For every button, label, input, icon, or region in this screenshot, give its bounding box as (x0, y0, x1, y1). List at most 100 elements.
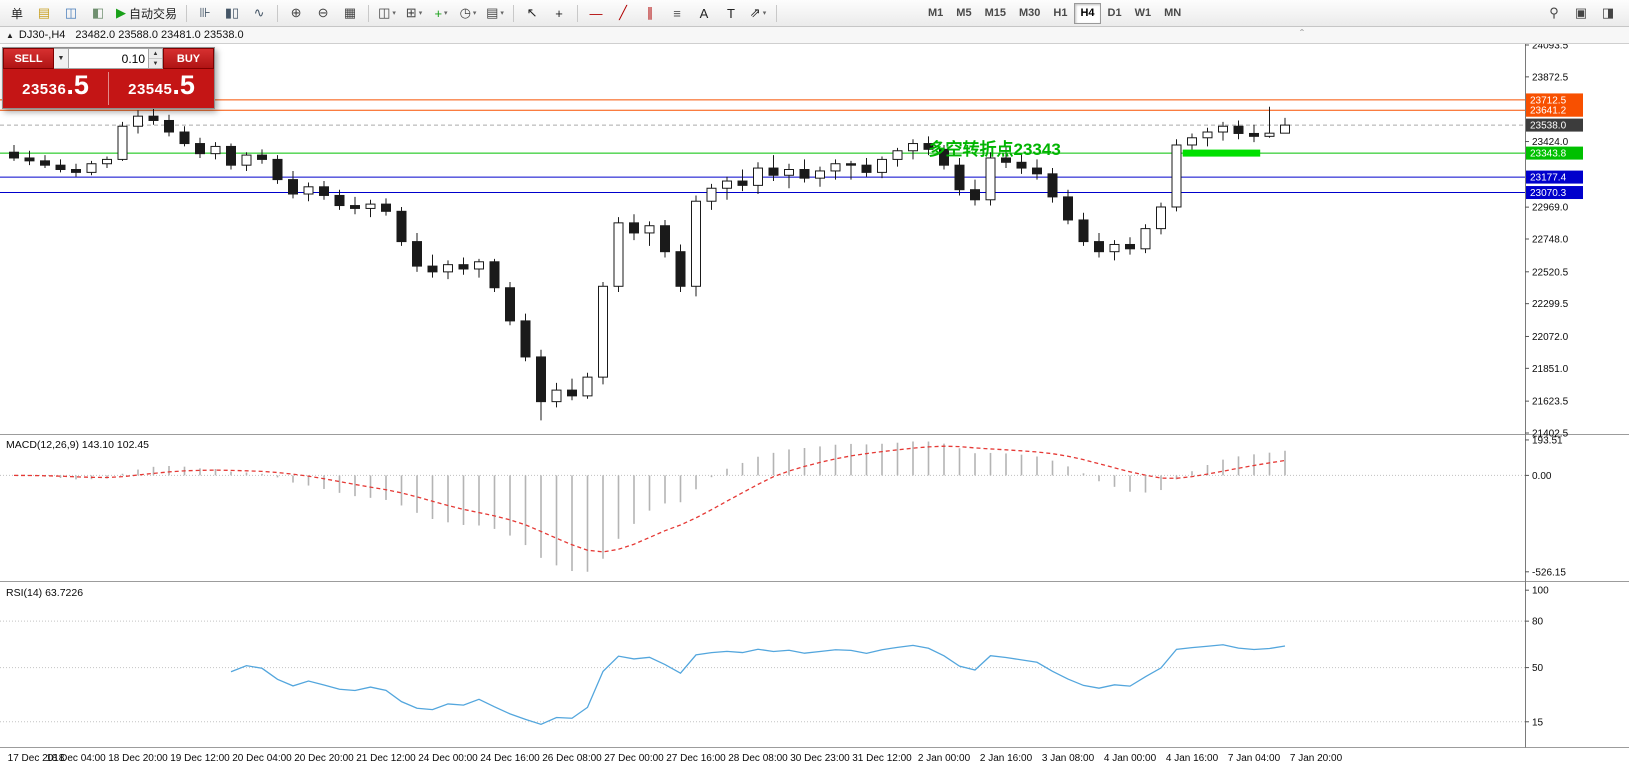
cascade-windows-dropdown-icon[interactable]: ▾ (418, 10, 423, 17)
svg-text:22520.5: 22520.5 (1532, 267, 1569, 278)
highlight-segment[interactable] (1182, 149, 1261, 157)
svg-text:17 Dec 2018: 17 Dec 2018 (8, 753, 65, 764)
chart-background (0, 44, 1629, 748)
new-order-icon: ▤ (37, 5, 51, 20)
svg-text:27 Dec 00:00: 27 Dec 00:00 (604, 753, 664, 764)
timeframe-d1-button[interactable]: D1 (1107, 7, 1122, 19)
svg-text:15: 15 (1532, 717, 1544, 728)
buy-price-button[interactable]: 23545 .5 (109, 69, 214, 108)
macd-label: MACD(12,26,9) 143.10 102.45 (6, 439, 149, 451)
tile-windows-button[interactable]: ▦ (337, 2, 363, 24)
periods-dropdown-icon[interactable]: ▾ (472, 10, 477, 17)
timeframe-w1-button[interactable]: W1 (1134, 7, 1152, 19)
templates-icon: ▤ (486, 5, 499, 20)
fibonacci-tool-icon: ≡ (673, 5, 681, 21)
cascade-windows-button[interactable]: ⊞ ▾ (401, 2, 427, 24)
profile-icon[interactable]: ◨ (1601, 5, 1615, 20)
channel-tool-button[interactable]: ∥ (637, 2, 663, 24)
line-chart-button[interactable]: ∿ (246, 2, 272, 24)
zoom-out-button[interactable]: ⊖ (310, 2, 336, 24)
svg-text:21402.5: 21402.5 (1532, 429, 1569, 440)
svg-text:0.00: 0.00 (1532, 471, 1552, 482)
label-tool-button[interactable]: T (718, 2, 744, 24)
periods-icon: ◷ (459, 5, 471, 20)
volume-input[interactable] (69, 49, 148, 68)
chart-title[interactable]: DJ30-,H4 (18, 29, 66, 41)
svg-text:23424.0: 23424.0 (1532, 137, 1569, 148)
shapes-tool-dropdown-icon[interactable]: ▾ (762, 10, 767, 17)
annotation-text[interactable]: 多空转折点23343 (929, 139, 1061, 159)
sell-price-button[interactable]: 23536 .5 (3, 69, 108, 108)
hline-tool-icon: — (589, 5, 603, 21)
autotrading-button-label: 自动交易 (129, 6, 178, 21)
chart-window-button[interactable]: ◫ (58, 2, 84, 24)
bar-chart-button[interactable]: ⊪ (192, 2, 218, 24)
zoom-in-button[interactable]: ⊕ (283, 2, 309, 24)
search-icon[interactable]: ⚲ (1549, 5, 1559, 20)
timeframe-mn-button[interactable]: MN (1164, 7, 1182, 19)
svg-text:-526.15: -526.15 (1532, 567, 1566, 578)
templates-button[interactable]: ▤ ▾ (482, 2, 508, 24)
volume-down-icon[interactable]: ▼ (149, 59, 162, 68)
svg-text:22969.0: 22969.0 (1532, 203, 1569, 214)
svg-text:28 Dec 08:00: 28 Dec 08:00 (728, 753, 788, 764)
timeframe-h1-button[interactable]: H1 (1053, 7, 1068, 19)
crosshair-button[interactable]: + (546, 2, 572, 24)
fibonacci-tool-button[interactable]: ≡ (664, 2, 690, 24)
market-watch-button[interactable]: ◧ (85, 2, 111, 24)
trendline-tool-button[interactable]: ╱ (610, 2, 636, 24)
sell-button[interactable]: SELL (3, 48, 54, 69)
timeframe-group: M1 M5 M15 M30 H1 H4 D1 W1 MN (922, 2, 1187, 24)
new-order-button[interactable]: ▤ (31, 2, 57, 24)
periods-button[interactable]: ◷ ▾ (455, 2, 481, 24)
chart-window-icon: ◫ (64, 5, 78, 20)
autotrading-button[interactable]: ▶ 自动交易 (112, 2, 181, 24)
svg-text:18 Dec 04:00: 18 Dec 04:00 (46, 753, 106, 764)
macd-signal-line (13, 445, 1286, 553)
timeframe-m1-button[interactable]: M1 (928, 7, 944, 19)
volume-dropdown-icon[interactable]: ▼ (54, 48, 69, 69)
market-watch-icon: ◧ (91, 5, 105, 20)
candlestick-button[interactable]: ▮▯ (219, 2, 245, 24)
arrange-windows-dropdown-icon[interactable]: ▾ (392, 10, 396, 17)
price-label-23070.3 (1526, 186, 1583, 200)
shapes-tool-button[interactable]: ⇗ ▾ (745, 2, 771, 24)
toolbar-right-group: ⚲ ▣ ◨ (1541, 2, 1621, 24)
price-divider (108, 72, 109, 105)
templates-dropdown-icon[interactable]: ▾ (500, 10, 504, 17)
timeframe-m5-button[interactable]: M5 (956, 7, 972, 19)
add-indicator-dropdown-icon[interactable]: ▾ (444, 10, 448, 17)
buy-button[interactable]: BUY (163, 48, 214, 69)
scroll-caret-icon[interactable]: ˆ (1300, 27, 1304, 41)
timeframe-m30-button[interactable]: M30 (1018, 7, 1041, 19)
toolbar: 单 ▤ ◫ ◧ ▶ 自动交易 ⊪ ▮▯ ∿ ⊕ ⊖ ▦ ◫ ▾ ⊞ ▾ + ▾ ◷ ▾ ▤ ▾ ↖ + — ╱ ∥ ≡ A T ⇗ ▾ M1 M… (0, 0, 1629, 27)
line-chart-icon: ∿ (253, 5, 265, 20)
one-click-toggle-icon[interactable]: ▲ (6, 30, 14, 40)
svg-text:2 Jan 00:00: 2 Jan 00:00 (918, 753, 971, 764)
text-tool-button[interactable]: A (691, 2, 717, 24)
toolbar-separator (513, 4, 515, 22)
zoom-out-icon: ⊖ (317, 5, 329, 20)
timeframe-m15-button[interactable]: M15 (984, 7, 1006, 19)
timeframe-h4-button[interactable]: H4 (1074, 2, 1101, 24)
bar-chart-icon: ⊪ (199, 5, 211, 20)
toolbar-separator (368, 4, 370, 22)
zoom-in-icon: ⊕ (290, 5, 302, 20)
volume-up-icon[interactable]: ▲ (149, 49, 162, 59)
svg-text:23070.3: 23070.3 (1530, 188, 1567, 199)
svg-text:24 Dec 00:00: 24 Dec 00:00 (418, 753, 478, 764)
hline-tool-button[interactable]: — (583, 2, 609, 24)
svg-text:23872.5: 23872.5 (1532, 72, 1569, 83)
svg-text:7 Jan 04:00: 7 Jan 04:00 (1228, 753, 1281, 764)
candlestick-icon: ▮▯ (224, 5, 240, 20)
cursor-button[interactable]: ↖ (519, 2, 545, 24)
add-indicator-button[interactable]: + ▾ (428, 2, 454, 24)
new-chart-icon[interactable]: ▣ (1574, 5, 1588, 20)
svg-text:19 Dec 12:00: 19 Dec 12:00 (170, 753, 230, 764)
arrange-windows-button[interactable]: ◫ ▾ (374, 2, 400, 24)
toolbar-separator (277, 4, 279, 22)
order-menu-button[interactable]: 单 (4, 2, 30, 24)
buy-price: 23545 (128, 81, 173, 98)
svg-text:27 Dec 16:00: 27 Dec 16:00 (666, 753, 726, 764)
